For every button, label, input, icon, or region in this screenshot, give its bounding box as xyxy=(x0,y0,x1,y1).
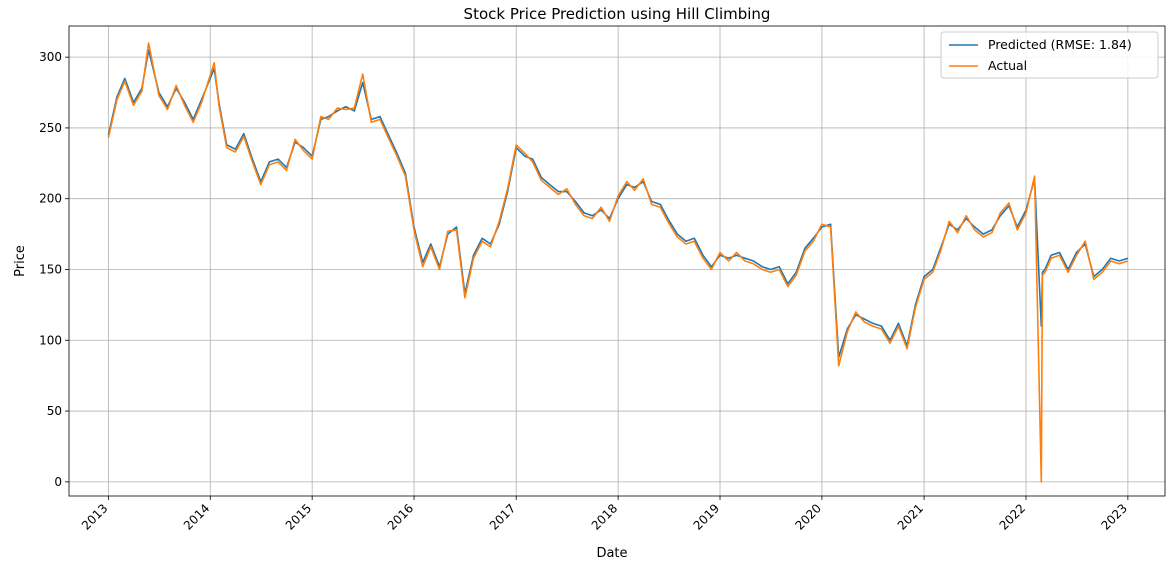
x-axis-label: Date xyxy=(596,546,627,561)
plot-frame xyxy=(68,25,1166,497)
chart-title: Stock Price Prediction using Hill Climbi… xyxy=(464,5,771,23)
y-tick-label: 100 xyxy=(39,333,62,347)
y-tick-label: 200 xyxy=(39,192,62,206)
y-tick-label: 300 xyxy=(39,50,62,64)
y-tick-label: 50 xyxy=(47,404,62,418)
actual-series-line xyxy=(107,42,1129,483)
y-axis-label: Price xyxy=(13,245,28,277)
y-tick-label: 250 xyxy=(39,121,62,135)
legend-box xyxy=(940,31,1159,79)
y-tick-label: 150 xyxy=(39,262,62,276)
legend-actual-label: Actual xyxy=(988,58,1027,73)
y-tick-label: 0 xyxy=(54,475,62,489)
data-series xyxy=(107,42,1129,483)
legend: Predicted (RMSE: 1.84) Actual xyxy=(940,31,1159,79)
legend-predicted-label: Predicted (RMSE: 1.84) xyxy=(988,37,1132,52)
